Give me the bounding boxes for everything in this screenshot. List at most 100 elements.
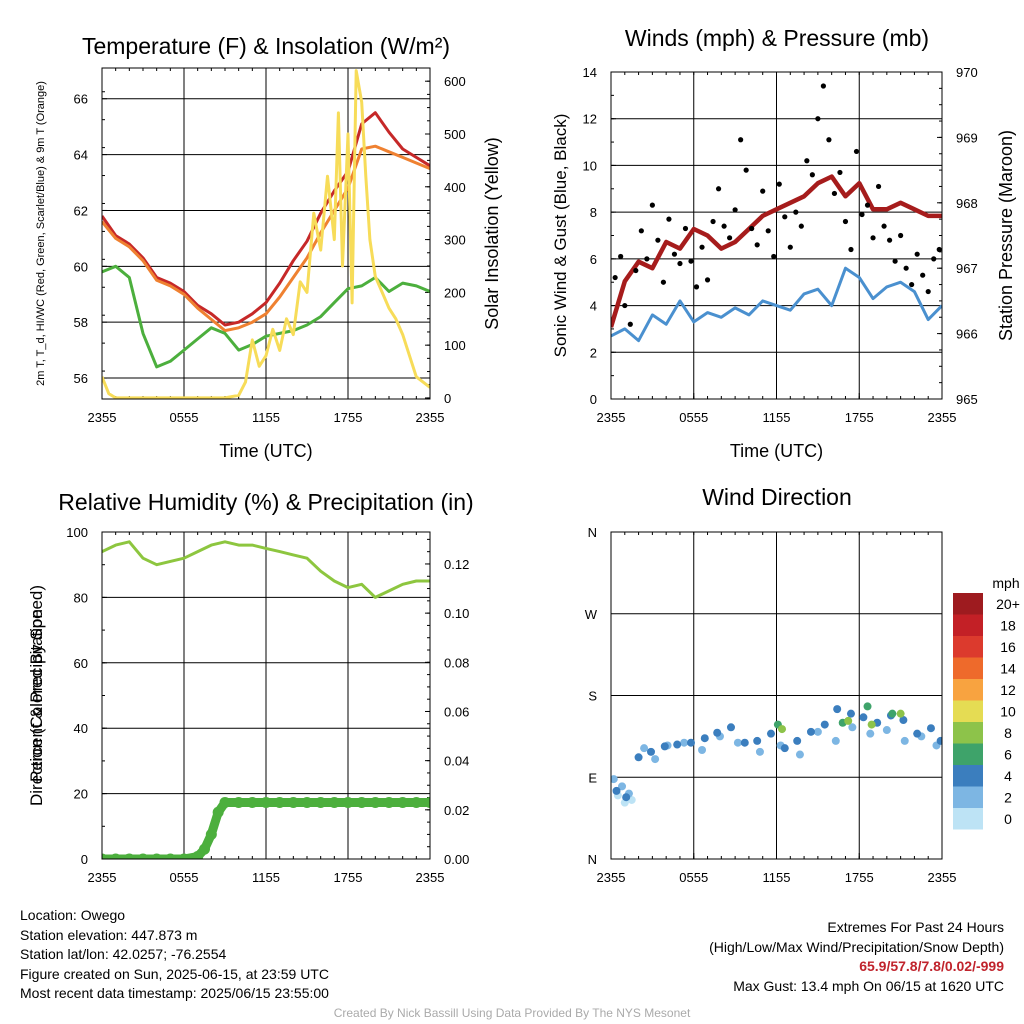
direction-point — [806, 727, 815, 736]
gust-point — [721, 223, 727, 229]
direction-point — [900, 736, 909, 745]
precip-marker — [328, 796, 340, 808]
legend-swatch — [953, 679, 983, 701]
y2-tick-label: 300 — [444, 233, 466, 248]
gust-point — [892, 258, 898, 264]
y-tick-label: 8 — [590, 205, 597, 220]
gust-point — [875, 183, 882, 190]
credit-text: Created By Nick Bassill Using Data Provi… — [333, 1006, 691, 1020]
gust-point — [881, 223, 887, 229]
y2-tick-label: 0.04 — [444, 754, 469, 769]
direction-point — [713, 728, 722, 737]
legend-swatch — [953, 636, 983, 658]
gust-point — [842, 218, 849, 225]
direction-point — [848, 723, 857, 732]
direction-point — [820, 720, 829, 729]
gust-point — [738, 137, 744, 143]
x-tick-label: 2355 — [416, 870, 445, 885]
x-tick-label: 0555 — [679, 410, 708, 425]
y2-tick-label: 968 — [956, 196, 978, 211]
gust-point — [815, 116, 821, 122]
precip-marker — [410, 796, 422, 808]
y-tick-label: 0 — [81, 852, 88, 867]
gust-point — [649, 202, 655, 208]
direction-point — [813, 727, 822, 736]
y2-axis-label: Station Pressure (Maroon) — [996, 130, 1016, 341]
gust-point — [655, 237, 661, 243]
direction-point — [863, 702, 872, 711]
gust-point — [715, 186, 722, 192]
y-tick-label: 4 — [590, 299, 597, 314]
series-group — [102, 540, 430, 859]
gust-point — [886, 237, 893, 243]
elevation-text: Station elevation: 447.873 m — [20, 926, 198, 943]
precip-marker — [274, 796, 286, 808]
y-tick-label: 6 — [590, 252, 597, 267]
legend-label: 20+ — [996, 596, 1020, 612]
gust-point — [804, 158, 810, 164]
direction-point — [780, 744, 789, 753]
precip-marker — [301, 796, 313, 808]
x-tick-label: 2355 — [88, 410, 117, 425]
gust-point — [787, 244, 793, 250]
y-tick-label: 0 — [590, 392, 597, 407]
y2-tick-label: 967 — [956, 261, 978, 276]
direction-point — [859, 713, 868, 722]
gust-point — [688, 258, 694, 264]
precip-marker — [151, 853, 163, 859]
gust-point — [760, 188, 766, 194]
extremes-values: 65.9/57.8/7.8/0.02/-999 — [859, 958, 1004, 975]
x-tick-label: 1755 — [334, 410, 363, 425]
precip-marker — [199, 843, 210, 855]
series-group — [102, 69, 430, 399]
gust-point — [831, 190, 838, 197]
y2-tick-label: 0.10 — [444, 606, 469, 621]
legend-label: 16 — [1000, 639, 1016, 655]
x-tick-label: 2355 — [88, 870, 117, 885]
gust-point — [864, 202, 871, 208]
gust-point — [925, 288, 931, 295]
precip-marker — [137, 853, 149, 859]
legend-label: 6 — [1004, 747, 1012, 763]
series-line — [102, 69, 430, 399]
direction-point — [755, 747, 764, 756]
chart-2: 2355 0555 1155 1755 235502468101214965966967… — [551, 25, 1016, 461]
y-tick-label: 14 — [583, 65, 597, 80]
gust-point — [660, 279, 667, 285]
legend-swatch — [953, 657, 983, 679]
legend-swatch — [953, 614, 983, 636]
direction-point — [766, 729, 775, 738]
gust-point — [710, 218, 716, 225]
direction-point — [733, 738, 742, 747]
y2-tick-label: 0.02 — [444, 803, 469, 818]
direction-point — [833, 705, 842, 714]
legend-label: 0 — [1004, 811, 1012, 827]
precip-marker — [315, 796, 327, 808]
y2-tick-label: 100 — [444, 338, 466, 353]
direction-point — [866, 729, 875, 738]
direction-point — [646, 747, 655, 756]
y-tick-label: N — [588, 852, 597, 867]
direction-point — [660, 742, 669, 751]
legend-label: 2 — [1004, 790, 1012, 806]
gust-point — [848, 246, 854, 253]
x-tick-label: 1155 — [763, 870, 791, 885]
gust-point — [671, 251, 678, 257]
direction-point — [612, 786, 621, 795]
x-axis-label: Time (UTC) — [219, 441, 312, 461]
direction-point — [622, 793, 631, 802]
legend-label: 4 — [1004, 768, 1012, 784]
y-tick-label: 12 — [583, 112, 597, 127]
direction-point — [926, 724, 935, 733]
direction-point — [846, 709, 855, 718]
gust-point — [793, 209, 799, 215]
gust-point — [612, 274, 618, 281]
y2-tick-label: 200 — [444, 285, 466, 300]
direction-point — [913, 729, 922, 738]
y-tick-label: 58 — [74, 315, 88, 330]
precip-marker — [233, 796, 245, 808]
gust-point — [627, 321, 633, 327]
y-tick-label: 66 — [74, 92, 88, 107]
chart-1: 2355 0555 1155 1755 2355 56 58 60 62 64 66 0 100 200 3… — [35, 33, 502, 461]
chart-title: Relative Humidity (%) & Precipitation (i… — [58, 489, 473, 515]
